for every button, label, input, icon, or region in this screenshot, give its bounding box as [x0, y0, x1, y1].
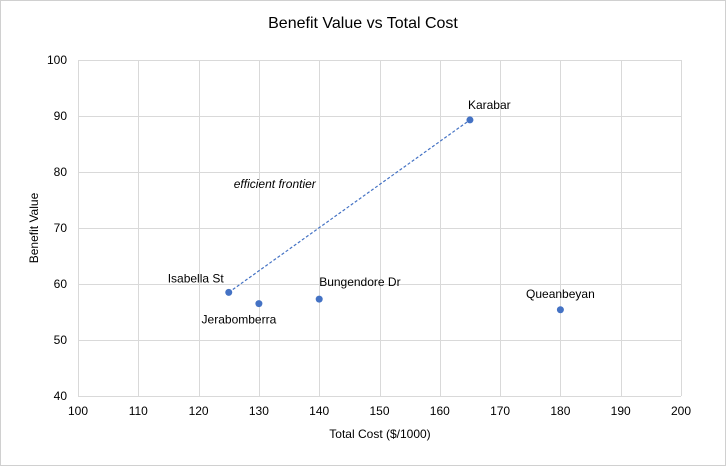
data-point	[556, 306, 564, 314]
x-tick-label: 110	[129, 404, 148, 418]
x-tick-label: 150	[369, 404, 389, 418]
frontier-layer: efficient frontier	[228, 119, 471, 293]
chart-title: Benefit Value vs Total Cost	[268, 15, 458, 32]
efficient-frontier-line	[228, 119, 471, 293]
grid-layer	[78, 60, 682, 397]
y-tick-label: 80	[54, 165, 68, 179]
y-tick-label: 60	[54, 277, 68, 291]
x-tick-label: 140	[309, 404, 329, 418]
x-tick-label: 120	[189, 404, 209, 418]
x-tick-label: 180	[550, 404, 570, 418]
x-axis-title: Total Cost ($/1000)	[329, 427, 430, 441]
y-tick-label: 90	[54, 109, 68, 123]
data-point	[225, 288, 233, 296]
y-tick-label: 50	[54, 333, 68, 347]
data-point-label: Queanbeyan	[526, 287, 595, 301]
y-tick-label: 100	[47, 53, 67, 67]
y-axis-title: Benefit Value	[27, 192, 41, 263]
x-tick-label: 190	[611, 404, 631, 418]
data-point-label: Jerabomberra	[202, 313, 277, 327]
x-tick-label: 200	[671, 404, 691, 418]
data-point-label: Isabella St	[168, 271, 225, 285]
x-tick-label: 130	[249, 404, 269, 418]
data-point	[255, 300, 263, 308]
data-point	[315, 295, 323, 303]
points-layer: Isabella St Jerabomberra Bungendore Dr Kara…	[168, 98, 595, 327]
data-point-label: Bungendore Dr	[319, 275, 400, 289]
y-tick-label: 70	[54, 221, 68, 235]
data-point-label: Karabar	[468, 98, 511, 112]
data-point	[466, 116, 474, 124]
x-tick-label: 170	[490, 404, 510, 418]
ticks-layer: 100 110 120 130 140 150 160 170 180 190 200 40 50 60 7…	[47, 53, 691, 418]
efficient-frontier-label: efficient frontier	[234, 177, 317, 191]
x-tick-label: 100	[68, 404, 88, 418]
x-tick-label: 160	[430, 404, 450, 418]
y-tick-label: 40	[54, 389, 68, 403]
